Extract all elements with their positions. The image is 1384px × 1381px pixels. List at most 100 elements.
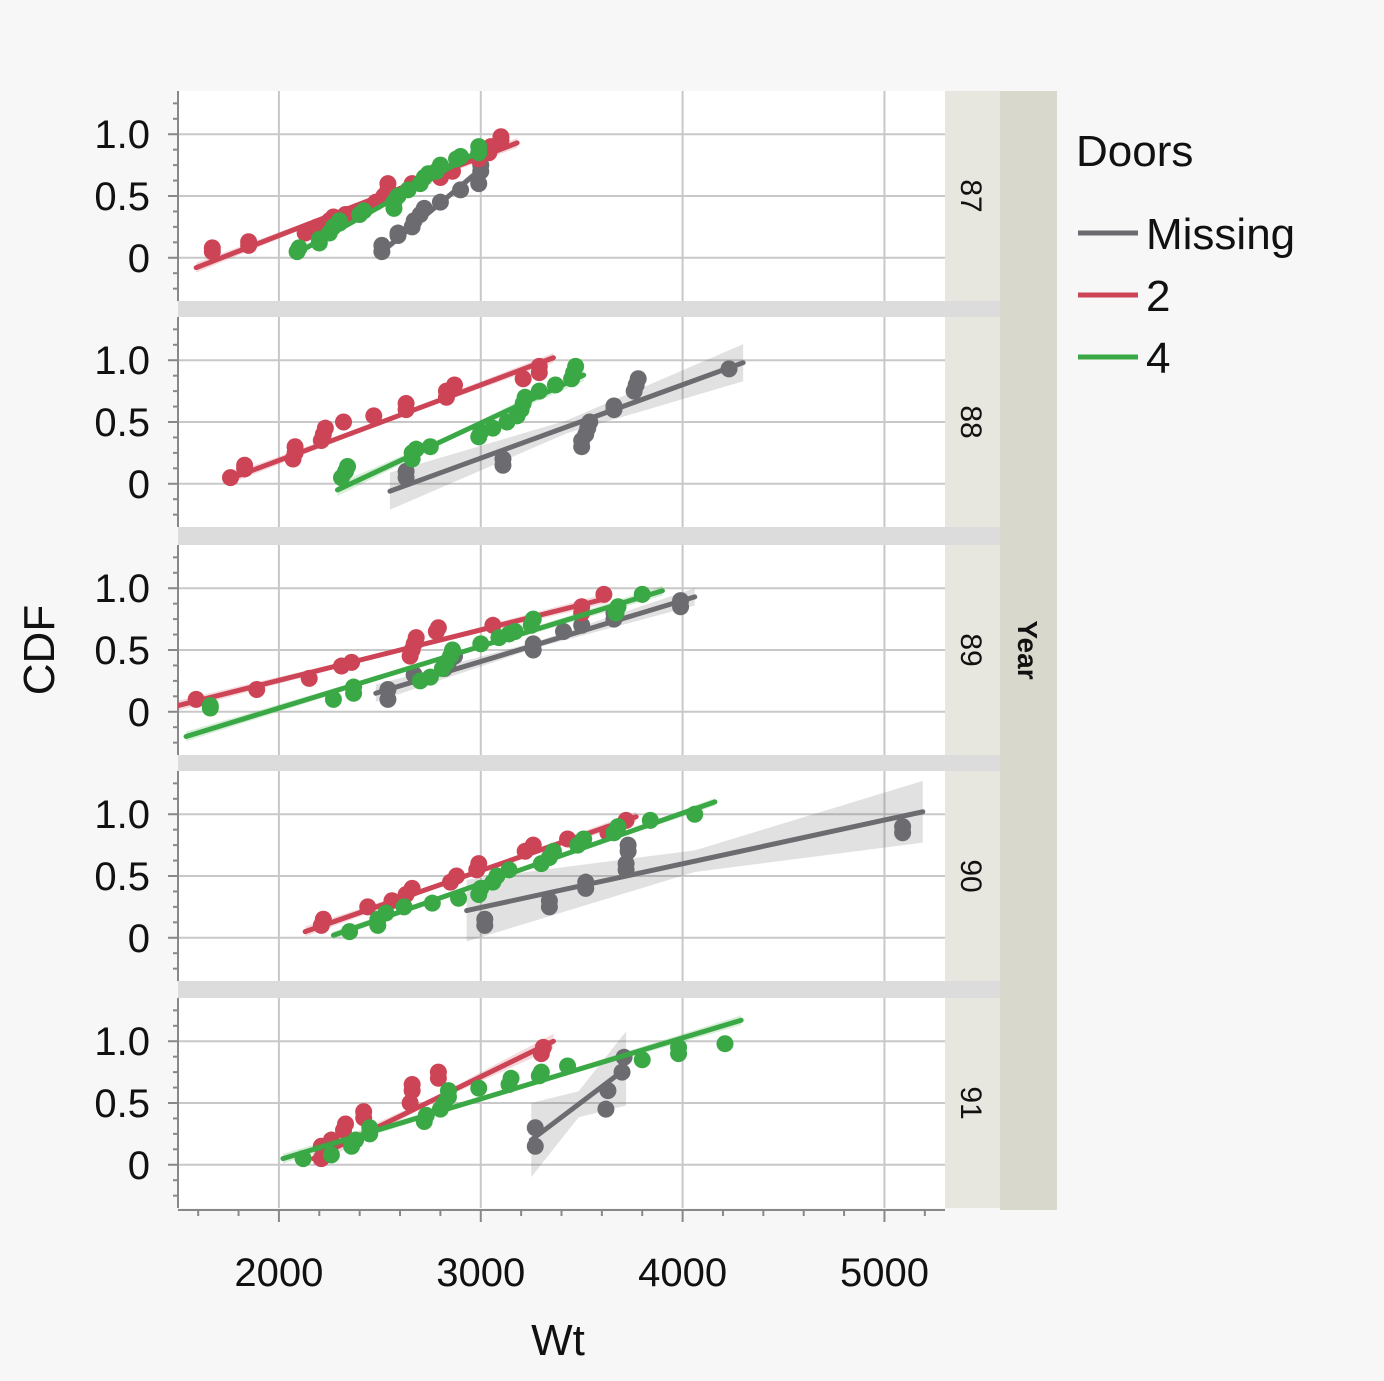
data-point (355, 202, 373, 220)
x-tick-label: 2000 (234, 1251, 323, 1295)
data-point (248, 681, 266, 699)
data-point (514, 370, 532, 388)
data-point (502, 1069, 520, 1087)
data-point (290, 239, 308, 257)
data-point (221, 469, 239, 487)
data-point (470, 855, 488, 873)
data-point (716, 1035, 734, 1053)
data-point (365, 407, 383, 425)
y-tick-label: 0.5 (94, 1082, 150, 1126)
data-point (429, 1063, 447, 1081)
data-point (339, 457, 357, 475)
data-point (532, 1063, 550, 1081)
year-strip (1000, 91, 1057, 1210)
data-point (337, 1115, 355, 1133)
data-point (595, 585, 613, 603)
data-point (500, 861, 518, 879)
data-point (641, 811, 659, 829)
series-missing-91 (526, 1031, 633, 1178)
data-point (316, 419, 334, 437)
data-point (452, 147, 470, 165)
data-point (524, 610, 542, 628)
data-point (187, 690, 205, 708)
data-point (506, 622, 524, 640)
data-point (540, 892, 558, 910)
data-point (476, 910, 494, 928)
data-point (294, 1150, 312, 1168)
x-axis-title: Wt (531, 1316, 585, 1365)
data-point (439, 1082, 457, 1100)
data-point (577, 873, 595, 891)
data-point (581, 413, 599, 431)
data-point (330, 212, 348, 230)
panel-separator (178, 301, 1000, 317)
data-point (444, 641, 462, 659)
data-point (203, 239, 221, 257)
fit-line (387, 360, 746, 494)
data-point (415, 199, 433, 217)
data-point (534, 1038, 552, 1056)
data-point (423, 894, 441, 912)
chart-frame (1000, 91, 1057, 1210)
y-tick-label: 1.0 (94, 567, 150, 611)
facet-panels: 0 0.5 1.0 87 0 0.5 1.0 88 0 0.5 1.0 89 0 0.5 1.0 90 0 0.5… (94, 91, 1000, 1208)
series-4-91 (280, 1015, 744, 1168)
data-point (573, 616, 591, 634)
data-point (379, 681, 397, 699)
facet-strip-label: 91 (954, 1086, 987, 1119)
data-point (452, 181, 470, 199)
data-point (431, 193, 449, 211)
data-point (609, 818, 627, 836)
series-4-87 (288, 138, 488, 261)
fit-line (528, 1065, 629, 1143)
fit-line (223, 355, 556, 483)
series-4-88 (332, 357, 587, 497)
facet-strip-label: 89 (954, 633, 987, 666)
legend-title: Doors (1076, 127, 1193, 176)
data-point (530, 382, 548, 400)
data-point (407, 440, 425, 458)
panel-content (302, 780, 926, 942)
data-point (377, 904, 395, 922)
data-point (530, 357, 548, 375)
data-point (494, 450, 512, 468)
data-point (629, 370, 647, 388)
y-tick-label: 0 (128, 691, 150, 735)
data-point (894, 818, 912, 836)
panel-separator (178, 755, 1000, 771)
fit-line (464, 809, 926, 914)
data-point (355, 1103, 373, 1121)
series-missing-90 (464, 780, 926, 942)
data-point (524, 836, 542, 854)
data-point (484, 419, 502, 437)
data-point (361, 1119, 379, 1137)
data-point (526, 1137, 544, 1155)
data-point (633, 1051, 651, 1069)
data-point (544, 842, 562, 860)
legend-label: 4 (1146, 334, 1170, 383)
x-tick-label: 4000 (638, 1251, 727, 1295)
panel-content (221, 344, 746, 510)
data-point (421, 438, 439, 456)
panel-separator (178, 981, 1000, 998)
data-point (341, 923, 359, 941)
data-point (597, 1100, 615, 1118)
data-point (672, 592, 690, 610)
data-point (492, 128, 510, 146)
data-point (417, 1106, 435, 1124)
y-axis-title: CDF (15, 605, 64, 695)
data-point (555, 622, 573, 640)
data-point (407, 629, 425, 647)
data-point (403, 1075, 421, 1093)
legend-label: 2 (1146, 272, 1170, 321)
data-point (450, 889, 468, 907)
data-point (300, 669, 318, 687)
y-tick-label: 1.0 (94, 113, 150, 157)
data-point (201, 697, 219, 715)
data-point (633, 585, 651, 603)
data-point (609, 598, 627, 616)
data-point (379, 175, 397, 193)
data-point (397, 394, 415, 412)
data-point (431, 156, 449, 174)
